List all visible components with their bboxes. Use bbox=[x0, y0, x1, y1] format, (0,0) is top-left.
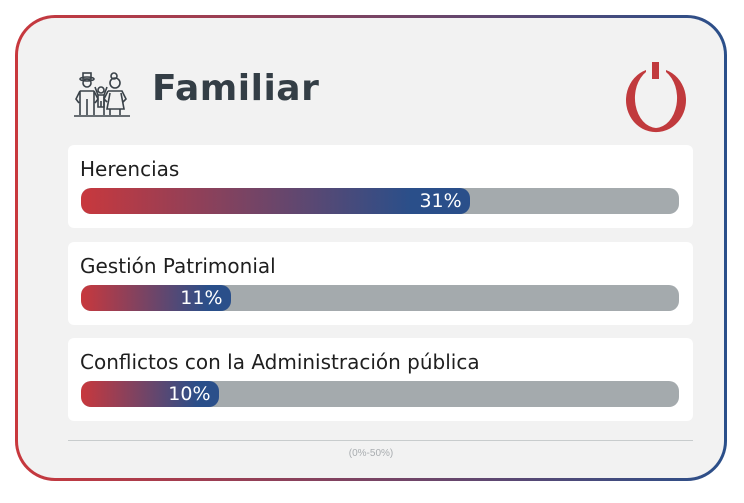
progress-value: 11% bbox=[180, 287, 223, 309]
progress-value: 31% bbox=[419, 190, 462, 212]
progress-fill: 11% bbox=[81, 285, 231, 311]
list-item-conflictos-administracion: Conflictos con la Administración pública… bbox=[68, 338, 693, 421]
progress-track: 11% bbox=[81, 285, 679, 311]
list-item-gestion-patrimonial: Gestión Patrimonial 11% bbox=[68, 242, 693, 325]
list-item-herencias: Herencias 31% bbox=[68, 145, 693, 228]
progress-track: 31% bbox=[81, 188, 679, 214]
divider bbox=[68, 440, 693, 441]
card: Familiar Herencias 31% Gestión Patrimoni… bbox=[18, 18, 724, 478]
power-logo-icon bbox=[626, 62, 686, 133]
item-label: Herencias bbox=[80, 157, 180, 181]
item-label: Gestión Patrimonial bbox=[80, 254, 276, 278]
progress-fill: 10% bbox=[81, 381, 219, 407]
progress-track: 10% bbox=[81, 381, 679, 407]
page-title: Familiar bbox=[152, 68, 320, 109]
family-icon bbox=[74, 72, 130, 117]
item-label: Conflictos con la Administración pública bbox=[80, 350, 480, 374]
progress-fill: 31% bbox=[81, 188, 470, 214]
scale-note: (0%-50%) bbox=[348, 448, 394, 459]
card-frame: Familiar Herencias 31% Gestión Patrimoni… bbox=[15, 15, 727, 481]
progress-value: 10% bbox=[168, 383, 211, 405]
